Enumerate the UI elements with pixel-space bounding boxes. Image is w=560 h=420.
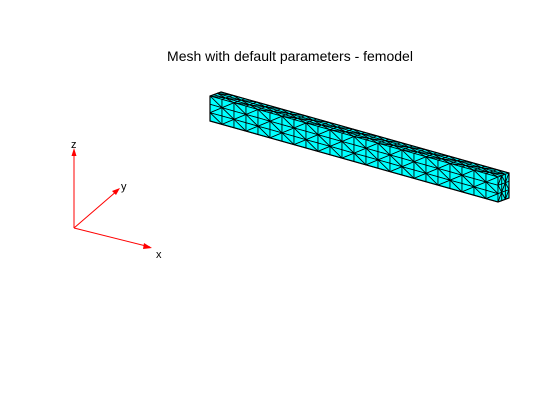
x-arrowhead bbox=[143, 243, 152, 249]
y-axis-label: y bbox=[121, 181, 127, 193]
beam-end-face bbox=[497, 172, 510, 203]
y-axis-arrow bbox=[73, 189, 119, 229]
z-arrowhead bbox=[71, 148, 77, 156]
beam-top-face bbox=[209, 91, 510, 178]
y-arrowhead bbox=[112, 188, 120, 195]
axes-triad: z y x bbox=[71, 139, 162, 261]
beam-outline bbox=[209, 91, 510, 203]
z-axis-label: z bbox=[71, 139, 77, 151]
x-axis-label: x bbox=[156, 249, 162, 261]
figure-title: Mesh with default parameters - femodel bbox=[167, 48, 413, 64]
beam-mesh bbox=[209, 91, 510, 203]
beam-front-face bbox=[209, 95, 499, 203]
x-axis-arrow bbox=[73, 227, 151, 248]
